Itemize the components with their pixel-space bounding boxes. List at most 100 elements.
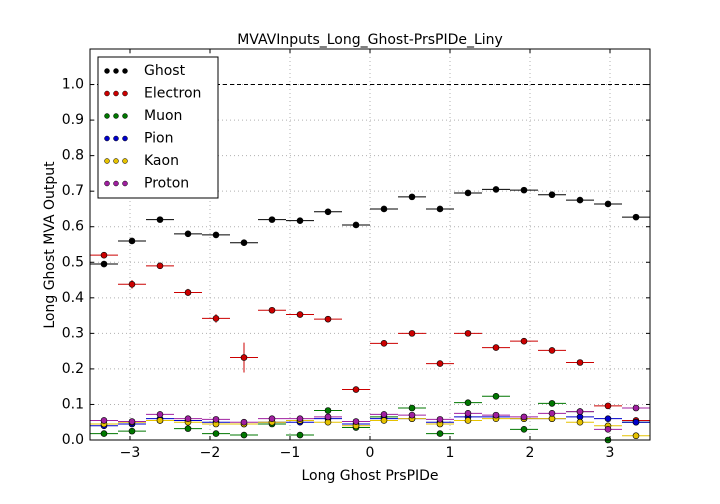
x-tick-label: 3 bbox=[606, 445, 615, 461]
point bbox=[100, 430, 108, 437]
legend-marker bbox=[122, 180, 128, 187]
y-tick-label: 1.0 bbox=[62, 77, 84, 93]
point bbox=[408, 404, 416, 412]
y-tick-label: 0.0 bbox=[62, 432, 84, 448]
point bbox=[632, 432, 640, 440]
point bbox=[100, 417, 108, 424]
point bbox=[604, 402, 612, 410]
legend-marker bbox=[113, 180, 119, 187]
plot-frame bbox=[89, 48, 651, 441]
point bbox=[240, 239, 248, 247]
y-tick-label: 0.8 bbox=[62, 148, 84, 164]
point bbox=[604, 200, 612, 208]
legend-box bbox=[97, 56, 219, 199]
point bbox=[212, 416, 220, 423]
legend-marker bbox=[104, 135, 110, 142]
point bbox=[576, 359, 584, 366]
point bbox=[464, 417, 472, 424]
point bbox=[296, 217, 304, 224]
point bbox=[408, 330, 416, 337]
point bbox=[184, 425, 192, 432]
point bbox=[492, 186, 500, 193]
point bbox=[464, 399, 472, 406]
legend-marker bbox=[122, 158, 128, 164]
y-tick-label: 0.2 bbox=[62, 361, 84, 377]
y-tick-label: 0.6 bbox=[62, 219, 84, 235]
x-tick-label: −3 bbox=[120, 445, 141, 461]
point bbox=[128, 281, 136, 288]
point bbox=[632, 404, 640, 412]
point bbox=[548, 191, 556, 199]
legend-label: Electron bbox=[144, 86, 201, 102]
point bbox=[604, 426, 612, 433]
legend-marker bbox=[113, 90, 119, 97]
point bbox=[296, 311, 304, 318]
legend-marker bbox=[122, 68, 128, 74]
x-tick-label: 1 bbox=[446, 445, 455, 461]
point bbox=[100, 251, 108, 259]
point bbox=[156, 262, 164, 270]
point bbox=[268, 306, 276, 314]
point bbox=[436, 360, 444, 367]
legend-marker bbox=[104, 113, 110, 119]
point bbox=[296, 431, 304, 439]
legend-label: Pion bbox=[144, 131, 173, 147]
point bbox=[268, 216, 276, 223]
point bbox=[576, 408, 584, 415]
point bbox=[324, 315, 332, 323]
point bbox=[212, 231, 220, 239]
legend-marker bbox=[104, 180, 110, 187]
point bbox=[240, 354, 248, 361]
x-tick-label: −1 bbox=[280, 445, 301, 461]
point bbox=[268, 415, 276, 422]
point bbox=[380, 411, 388, 418]
y-tick-label: 0.1 bbox=[62, 396, 84, 412]
point bbox=[436, 430, 444, 437]
point bbox=[184, 289, 192, 296]
point bbox=[296, 415, 304, 422]
point bbox=[464, 189, 472, 197]
point bbox=[352, 221, 360, 229]
point bbox=[128, 418, 136, 425]
point bbox=[632, 213, 640, 221]
point bbox=[548, 400, 556, 407]
y-tick-label: 0.3 bbox=[62, 325, 84, 341]
point bbox=[380, 205, 388, 213]
point bbox=[128, 427, 136, 435]
legend-label: Kaon bbox=[144, 153, 179, 169]
legend-label: Muon bbox=[144, 108, 182, 124]
point bbox=[324, 208, 332, 216]
y-tick-label: 0.9 bbox=[62, 112, 84, 128]
point bbox=[352, 386, 360, 393]
legend-marker bbox=[122, 135, 128, 142]
point bbox=[520, 413, 528, 421]
point bbox=[100, 260, 108, 268]
legend-marker bbox=[104, 68, 110, 74]
point bbox=[576, 418, 584, 426]
y-tick-label: 0.5 bbox=[62, 254, 84, 270]
x-tick-label: 0 bbox=[366, 445, 375, 461]
legend-label: Ghost bbox=[144, 63, 186, 79]
point bbox=[548, 410, 556, 417]
point bbox=[492, 411, 500, 419]
point bbox=[604, 415, 612, 422]
point bbox=[156, 411, 164, 418]
x-axis-label: Long Ghost PrsPIDe bbox=[301, 468, 438, 484]
point bbox=[184, 415, 192, 422]
point bbox=[156, 417, 164, 424]
point bbox=[464, 410, 472, 417]
point bbox=[408, 411, 416, 419]
legend-label: Proton bbox=[144, 176, 189, 192]
point bbox=[352, 418, 360, 425]
point bbox=[520, 186, 528, 194]
point bbox=[240, 418, 248, 426]
point bbox=[436, 205, 444, 213]
point bbox=[464, 330, 472, 337]
point bbox=[576, 196, 584, 204]
legend-marker bbox=[113, 68, 119, 74]
legend-marker bbox=[122, 90, 128, 97]
legend-marker bbox=[113, 135, 119, 142]
legend-marker bbox=[104, 158, 110, 164]
point bbox=[240, 431, 248, 439]
